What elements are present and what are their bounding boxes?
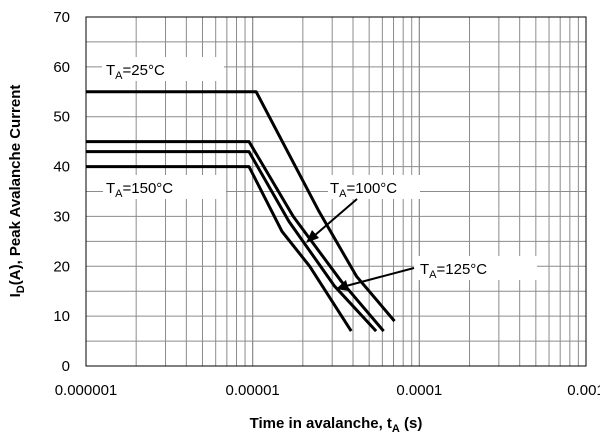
- y-tick-label: 0: [62, 358, 70, 375]
- annotation-100c-bg: [328, 175, 420, 199]
- series-line-100c: [86, 140, 385, 333]
- y-tick-label: 70: [53, 9, 70, 26]
- x-tick-label: 0.000001: [55, 382, 118, 399]
- y-tick-label: 20: [53, 258, 70, 275]
- x-axis-title: Time in avalanche, tA (s): [250, 415, 423, 435]
- series-line-150c: [86, 165, 353, 332]
- y-tick-label: 40: [53, 159, 70, 176]
- annotation-25c-bg: [102, 57, 224, 81]
- annotation-100c-arrowhead: [306, 230, 319, 243]
- annotation-125c-arrowhead: [336, 280, 349, 291]
- series-line-125c: [86, 150, 378, 333]
- annotation-100c: TA=100°C: [330, 180, 397, 200]
- annotation-125c: TA=125°C: [420, 261, 487, 281]
- annotation-125c-bg: [414, 256, 537, 280]
- annotation-25c: TA=25°C: [106, 62, 165, 82]
- x-tick-label: 0.00001: [226, 382, 280, 399]
- y-tick-label: 30: [53, 208, 70, 225]
- x-tick-labels: 0.000001 0.00001 0.0001 0.001: [55, 382, 600, 399]
- annotation-150c-bg: [103, 175, 226, 199]
- x-tick-label: 0.001: [567, 382, 600, 399]
- x-tick-label: 0.0001: [396, 382, 442, 399]
- y-tick-label: 10: [53, 308, 70, 325]
- y-tick-label: 50: [53, 109, 70, 126]
- series-lines: [86, 90, 396, 333]
- y-tick-label: 60: [53, 59, 70, 76]
- y-axis-title: ID(A), Peak Avalanche Current: [7, 85, 27, 298]
- series-line-25c: [86, 90, 396, 323]
- annotation-150c: TA=150°C: [106, 180, 173, 200]
- plot-frame: [85, 16, 587, 367]
- y-tick-labels: 0 10 20 30 40 50 60 70: [53, 9, 70, 375]
- annotation-100c-arrow: [313, 198, 358, 237]
- annotation-125c-arrow: [345, 267, 415, 287]
